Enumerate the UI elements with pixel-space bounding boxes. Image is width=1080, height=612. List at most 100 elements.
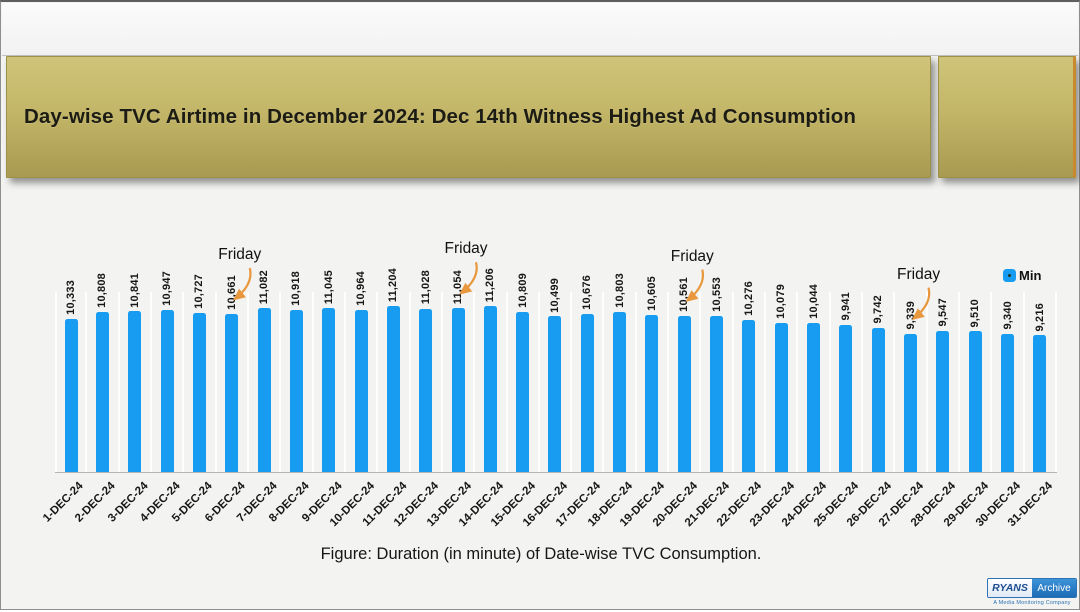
category-gridline-cell: 11,054 <box>443 270 476 472</box>
bar-value-label: 10,605 <box>645 276 658 311</box>
category-gridline-cell: 10,561 <box>669 277 702 472</box>
legend-label: Min <box>1019 268 1042 283</box>
category-gridline-cell: 9,742 <box>863 292 896 472</box>
bar <box>354 309 368 472</box>
category-gridline-cell: 10,661 <box>217 275 249 472</box>
bar <box>580 313 594 472</box>
category-gridline-cell: 9,547 <box>928 292 961 472</box>
bar <box>968 331 982 472</box>
category-gridline-cell: 11,206 <box>475 268 508 472</box>
category-gridline-cell: 9,340 <box>992 292 1025 472</box>
category-gridline-cell: 10,676 <box>572 275 605 472</box>
bar-value-label: 10,676 <box>581 275 594 310</box>
category-gridline-cell: 9,216 <box>1025 292 1057 472</box>
category-gridline-cell: 11,082 <box>249 270 282 472</box>
bar-value-label: 9,216 <box>1033 302 1046 332</box>
legend-marker-icon <box>1003 269 1016 282</box>
bar-value-label: 10,044 <box>807 284 820 320</box>
friday-label: Friday <box>670 247 714 265</box>
category-gridline-cell: 10,947 <box>152 271 185 472</box>
bar <box>774 322 788 472</box>
bar <box>516 311 530 472</box>
bar <box>64 318 78 472</box>
logo-box: RYANS Archive <box>987 578 1077 598</box>
bar-value-label: 11,028 <box>419 270 432 305</box>
logo-archive-text: Archive <box>1032 579 1076 597</box>
category-gridline-cell: 10,808 <box>87 273 120 472</box>
bar <box>160 309 174 472</box>
bar <box>386 306 400 472</box>
top-strip <box>2 3 1078 56</box>
bar-value-label: 11,045 <box>322 270 335 305</box>
friday-label: Friday <box>897 265 941 283</box>
bar-value-label: 10,809 <box>516 273 529 308</box>
bar-value-label: 10,808 <box>96 273 109 308</box>
bar-value-label: 10,947 <box>161 270 174 306</box>
bar <box>742 319 756 472</box>
category-gridline-cell: 10,727 <box>184 274 217 472</box>
logo-ryans-text: RYANS <box>988 579 1032 597</box>
friday-label: Friday <box>218 246 262 264</box>
category-gridline-cell: 9,941 <box>831 292 864 472</box>
bar <box>710 315 724 472</box>
category-gridline-cell: 10,276 <box>734 281 767 472</box>
bar-value-label: 9,742 <box>872 295 885 324</box>
bar <box>807 323 821 472</box>
bar <box>257 307 271 472</box>
title-banner: Day-wise TVC Airtime in December 2024: D… <box>6 56 931 178</box>
category-gridline-cell: 10,964 <box>346 271 379 472</box>
plot-area: 10,333 10,808 10,841 10,947 10,727 10,661 11,0… <box>55 268 1057 473</box>
bar-value-label: 10,918 <box>290 271 303 307</box>
bar-value-label: 9,340 <box>1001 301 1014 330</box>
bar <box>904 333 918 472</box>
bar <box>1001 333 1014 472</box>
bar-value-label: 11,054 <box>452 270 465 305</box>
bar-value-label: 10,964 <box>355 270 368 306</box>
bar <box>613 311 627 472</box>
bar-value-label: 10,333 <box>65 280 78 315</box>
bar <box>871 327 885 472</box>
bar <box>128 311 142 472</box>
bar-value-label: 11,082 <box>258 269 271 304</box>
bar <box>322 308 336 472</box>
bar <box>548 316 562 472</box>
bar-value-label: 10,561 <box>678 276 691 312</box>
category-gridline-cell: 11,028 <box>411 270 443 472</box>
category-gridline-cell: 10,333 <box>55 280 88 472</box>
category-gridline-cell: 10,841 <box>120 273 152 472</box>
bar <box>936 330 950 472</box>
bar-value-label: 9,339 <box>904 301 917 330</box>
bar <box>645 314 659 472</box>
figure-caption: Figure: Duration (in minute) of Date-wis… <box>320 545 762 563</box>
bar-value-label: 10,803 <box>613 273 626 308</box>
category-gridline-cell: 10,044 <box>798 284 831 472</box>
category-gridline-cell: 10,918 <box>281 271 314 472</box>
bar-value-label: 10,727 <box>193 274 206 310</box>
bar <box>225 314 239 472</box>
category-gridline-cell: 9,510 <box>960 292 993 472</box>
bar-value-label: 10,499 <box>548 277 561 313</box>
category-gridline-cell: 10,803 <box>604 273 637 472</box>
logo-tagline: A Media Monitoring Company <box>993 600 1071 606</box>
bar-value-label: 10,661 <box>225 275 238 311</box>
bar <box>95 311 109 472</box>
category-gridline-cell: 10,553 <box>701 277 734 472</box>
bar-value-label: 10,276 <box>742 280 755 316</box>
bar <box>483 306 497 472</box>
bar <box>677 315 691 472</box>
bar <box>1033 335 1047 472</box>
category-gridline-cell: 11,045 <box>314 270 346 472</box>
category-gridline-cell: 10,605 <box>637 276 670 472</box>
bar <box>419 308 433 472</box>
bar <box>839 324 853 472</box>
bar-value-label: 11,204 <box>387 267 400 303</box>
bar-value-label: 9,941 <box>839 292 852 321</box>
side-banner <box>938 56 1076 178</box>
legend: Min <box>1003 268 1041 283</box>
category-gridline-cell: 11,204 <box>378 268 411 472</box>
bar <box>192 313 206 472</box>
friday-label: Friday <box>444 240 488 258</box>
bar-value-label: 9,510 <box>969 298 982 328</box>
bar-value-label: 9,547 <box>936 298 949 327</box>
